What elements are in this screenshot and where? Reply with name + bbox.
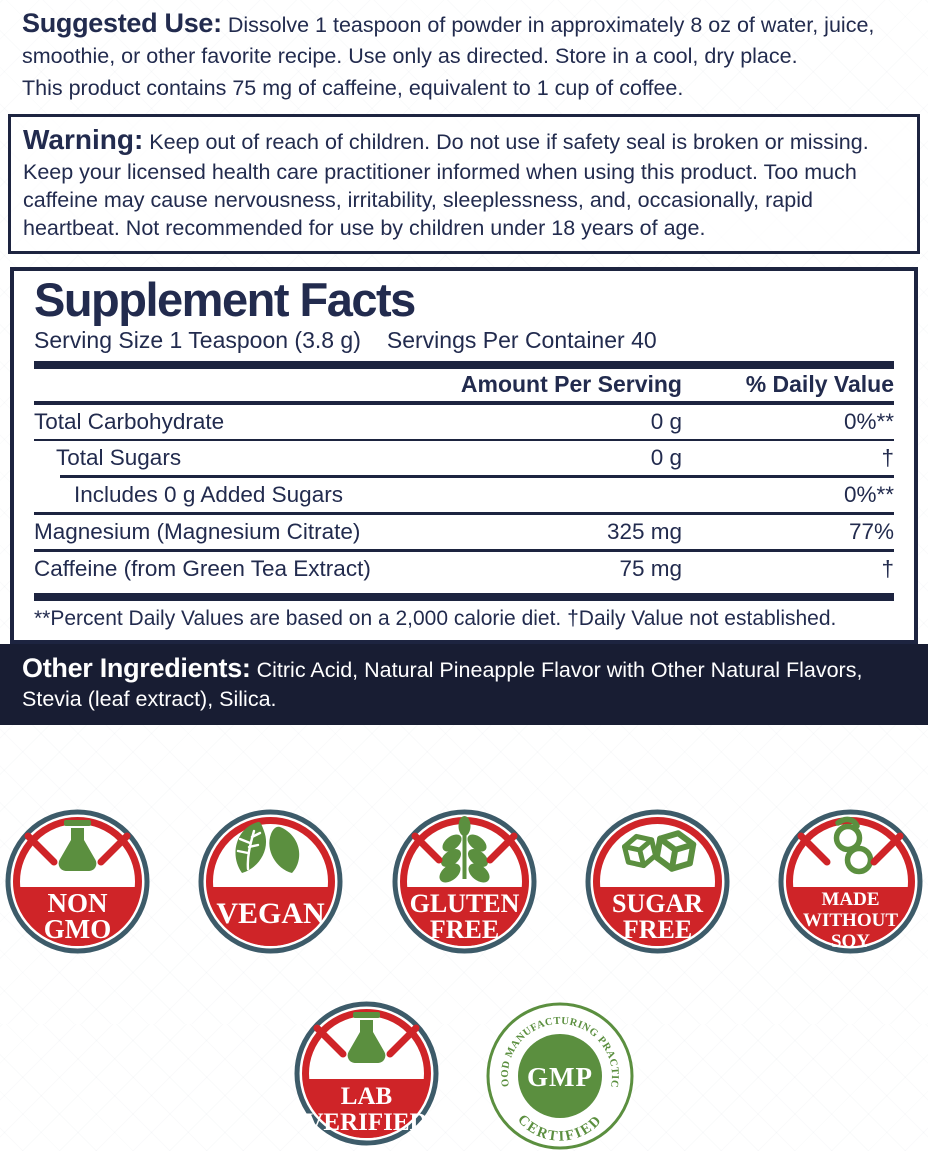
- badge-label: WITHOUT: [803, 910, 898, 931]
- facts-footnote: **Percent Daily Values are based on a 2,…: [34, 606, 837, 630]
- header-rule: [34, 400, 894, 405]
- sugar-cubes-icon: [621, 830, 696, 872]
- badge-gluten-free: GLUTEN FREE: [392, 809, 536, 954]
- warning-paragraph: Warning: Keep out of reach of children. …: [23, 122, 905, 242]
- badge-lab-verified: LAB VERIFIED: [294, 1001, 438, 1146]
- badge-gmp-certified: GOOD MANUFACTURING PRACTICE CERTIFIED GM…: [485, 1001, 633, 1150]
- serving-size: Serving Size 1 Teaspoon (3.8 g): [34, 326, 361, 353]
- badge-row-1: NON GMO VEGAN: [0, 809, 928, 954]
- row-rule: [34, 548, 894, 552]
- badge-label: NON: [48, 888, 109, 918]
- facts-row-total-sugars: Total Sugars 0 g †: [56, 444, 894, 470]
- other-ingredients-text: Citric Acid, Natural Pineapple Flavor wi…: [22, 657, 863, 712]
- suggested-use-text: Dissolve 1 teaspoon of powder in approxi…: [22, 13, 875, 68]
- caffeine-note: This product contains 75 mg of caffeine,…: [22, 76, 684, 100]
- badge-label: GMO: [44, 914, 112, 944]
- other-ingredients-heading: Other Ingredients:: [22, 652, 251, 683]
- badge-label: SUGAR: [612, 889, 703, 918]
- warning-text: Keep out of reach of children. Do not us…: [23, 130, 869, 240]
- badge-label: VERIFIED: [305, 1109, 427, 1136]
- thick-rule: [34, 360, 894, 369]
- badge-label: LAB: [340, 1083, 391, 1110]
- wheat-icon: [438, 815, 490, 883]
- badge-row-2: LAB VERIFIED GOOD MANUFACTURING PRACTICE…: [0, 1001, 928, 1151]
- other-ingredients-bar: Other Ingredients: Citric Acid, Natural …: [0, 643, 928, 725]
- no-slash-icon: [797, 832, 904, 866]
- no-slash-icon: [411, 832, 517, 864]
- soybean-icon: [833, 816, 874, 875]
- gmp-center-text: GMP: [527, 1062, 593, 1092]
- no-slash-icon: [24, 832, 131, 866]
- flask-icon: [58, 819, 97, 871]
- badge-label: GLUTEN: [409, 889, 519, 918]
- warning-heading: Warning:: [23, 124, 144, 156]
- suggested-use-heading: Suggested Use:: [22, 8, 222, 38]
- supplement-facts-title: Supplement Facts: [34, 272, 416, 326]
- badge-label: FREE: [623, 915, 692, 944]
- warning-box: Warning: Keep out of reach of children. …: [8, 114, 920, 254]
- badge-made-without-soy: MADE WITHOUT SOY: [778, 809, 923, 954]
- suggested-use-section: Suggested Use: Dissolve 1 teaspoon of po…: [0, 0, 928, 102]
- facts-row-added-sugars: Includes 0 g Added Sugars 0%**: [74, 481, 894, 507]
- badge-non-gmo: NON GMO: [5, 809, 150, 954]
- badge-label: SOY: [831, 931, 870, 952]
- facts-row-total-carbohydrate: Total Carbohydrate 0 g 0%**: [34, 408, 894, 434]
- badge-label: FREE: [429, 915, 498, 944]
- badge-label: MADE: [821, 889, 879, 910]
- facts-header-row: Amount Per Serving % Daily Value: [34, 369, 894, 401]
- thick-rule: [34, 592, 894, 601]
- badge-sugar-free: SUGAR FREE: [585, 809, 730, 954]
- servings-per-container: Servings Per Container 40: [386, 326, 657, 353]
- supplement-facts-panel: Supplement Facts Serving Size 1 Teaspoon…: [10, 266, 918, 644]
- amount-column-header: Amount Per Serving: [460, 371, 682, 398]
- leaves-icon: [235, 821, 300, 873]
- facts-row-caffeine: Caffeine (from Green Tea Extract) 75 mg …: [34, 555, 894, 581]
- suggested-use-paragraph: Suggested Use: Dissolve 1 teaspoon of po…: [22, 6, 906, 70]
- badge-label: VEGAN: [217, 897, 326, 930]
- row-rule: [34, 438, 894, 441]
- daily-value-column-header: % Daily Value: [745, 371, 894, 398]
- badge-red-segment: [13, 886, 142, 946]
- badge-vegan: VEGAN: [198, 809, 343, 954]
- row-rule: [60, 474, 894, 478]
- facts-row-magnesium: Magnesium (Magnesium Citrate) 325 mg 77%: [34, 518, 894, 544]
- row-rule: [34, 511, 894, 515]
- serving-info: Serving Size 1 Teaspoon (3.8 g) Servings …: [34, 327, 894, 354]
